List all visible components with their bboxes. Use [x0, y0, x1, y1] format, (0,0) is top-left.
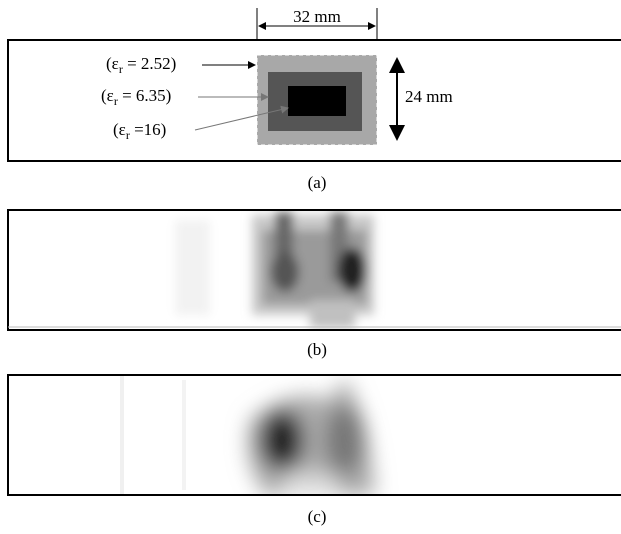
- inner-layer: [288, 86, 346, 116]
- panel-a: 32 mm 24 mm (εr = 2.52) (εr = 6.35) (εr …: [8, 7, 621, 192]
- permittivity-label: (εr = 6.35): [101, 86, 171, 108]
- panel-c: (c): [8, 375, 621, 526]
- permittivity-label: (εr = 2.52): [106, 54, 176, 76]
- permittivity-label: (εr =16): [113, 120, 166, 142]
- reconstruction-image: [120, 376, 375, 497]
- caption: (b): [307, 340, 327, 359]
- caption: (a): [308, 173, 327, 192]
- height-label: 24 mm: [405, 87, 453, 106]
- panel-b: (b): [8, 210, 621, 359]
- figure: 32 mm 24 mm (εr = 2.52) (εr = 6.35) (εr …: [0, 0, 621, 534]
- width-label: 32 mm: [293, 7, 341, 26]
- caption: (c): [308, 507, 327, 526]
- reconstruction-image: [175, 212, 374, 328]
